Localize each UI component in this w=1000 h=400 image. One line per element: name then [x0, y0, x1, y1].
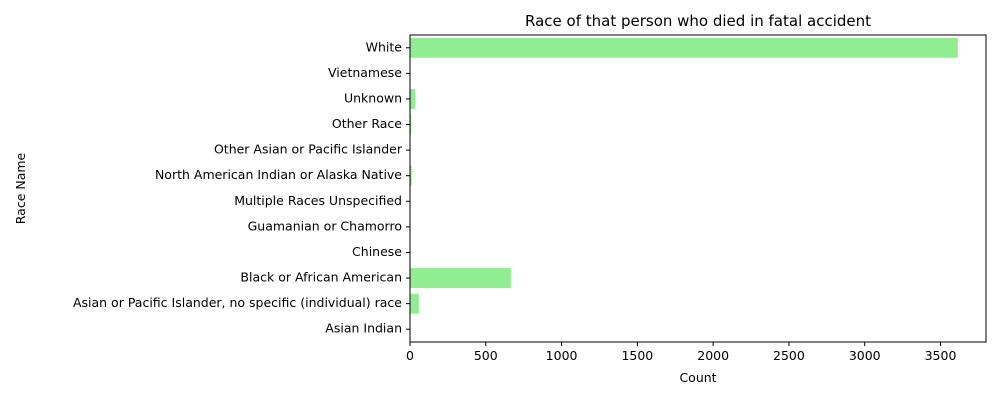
x-tick-label-0: 0: [406, 348, 414, 363]
x-tick-label-6: 3000: [849, 348, 881, 363]
y-tick-label-5: Multiple Races Unspecified: [234, 193, 402, 208]
bar-11: [410, 37, 958, 58]
y-tick-label-3: Chinese: [352, 244, 402, 259]
x-tick-label-3: 1500: [621, 348, 653, 363]
y-tick-label-1: Asian or Pacific Islander, no specific (…: [73, 295, 402, 310]
y-axis-label: Race Name: [13, 152, 28, 224]
bar-9: [410, 88, 416, 109]
y-tick-label-8: Other Race: [332, 116, 402, 131]
x-axis-label: Count: [679, 370, 716, 385]
x-tick-label-7: 3500: [925, 348, 957, 363]
y-tick-label-2: Black or African American: [240, 270, 402, 285]
bar-8: [410, 114, 412, 135]
y-tick-label-0: Asian Indian: [325, 321, 402, 336]
plot-border: [409, 34, 987, 343]
y-tick-label-11: White: [366, 39, 403, 54]
bar-2: [410, 268, 511, 289]
x-axis-ticks: 0 500 1000 1500 2000 2500 3000 3500: [406, 342, 956, 363]
y-tick-label-4: Guamanian or Chamorro: [248, 218, 402, 233]
y-tick-label-7: Other Asian or Pacific Islander: [214, 142, 403, 157]
x-tick-label-4: 2000: [697, 348, 729, 363]
x-tick-label-2: 1000: [546, 348, 578, 363]
y-tick-label-6: North American Indian or Alaska Native: [155, 167, 402, 182]
y-tick-label-9: Unknown: [344, 90, 402, 105]
bars-group: [410, 37, 958, 340]
bar-1: [410, 293, 419, 314]
x-tick-label-5: 2500: [773, 348, 805, 363]
y-tick-label-10: Vietnamese: [328, 65, 402, 80]
x-tick-label-1: 500: [474, 348, 498, 363]
plot-frame: [409, 34, 987, 343]
bar-6: [410, 165, 412, 186]
chart-title: Race of that person who died in fatal ac…: [525, 12, 871, 30]
y-axis-ticks: Asian Indian Asian or Pacific Islander, n…: [73, 39, 410, 336]
